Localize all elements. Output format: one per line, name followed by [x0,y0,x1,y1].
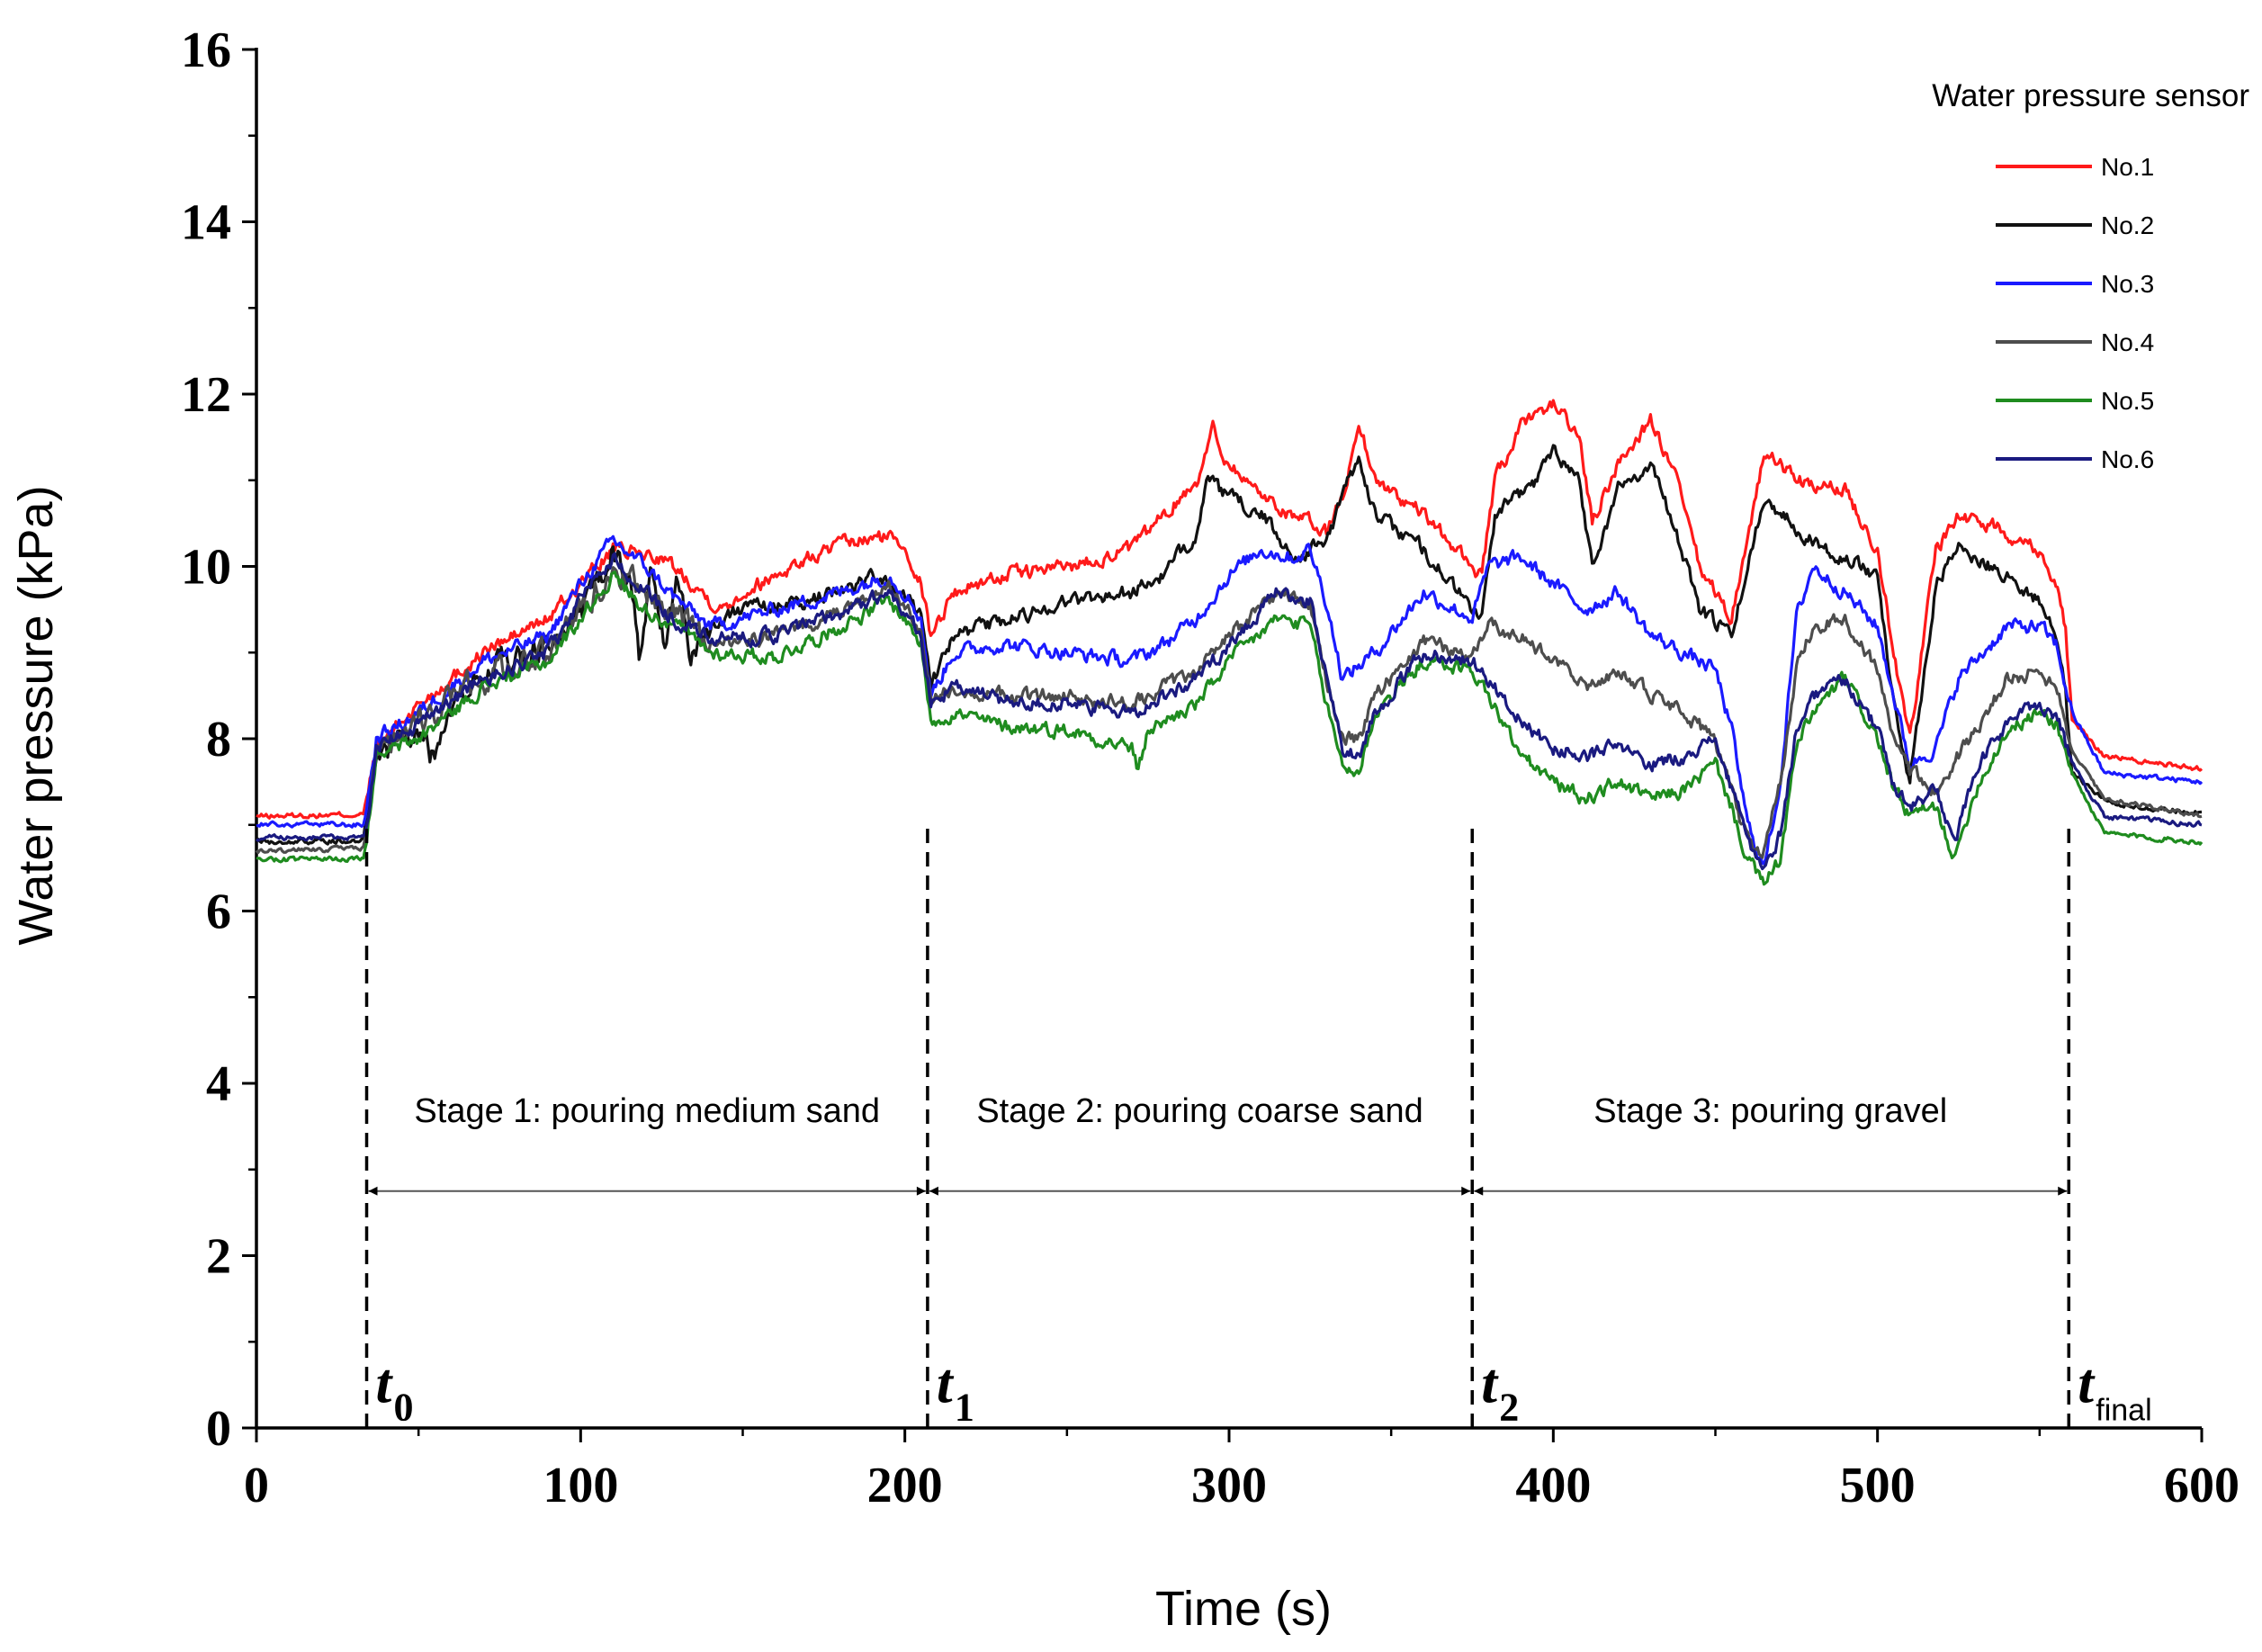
y-tick-label: 6 [206,884,231,940]
legend-label-no5: No.5 [2101,387,2154,415]
x-tick-label: 0 [244,1458,269,1513]
y-tick-label: 8 [206,712,231,768]
series-layer [255,399,2204,886]
legend-label-no2: No.2 [2101,211,2154,239]
marker-sub-t2: 2 [1499,1385,1519,1429]
marker-sub-t0: 0 [394,1385,414,1429]
legend-label-no4: No.4 [2101,328,2154,356]
x-tick-label: 200 [867,1458,943,1513]
series-line-no5 [256,570,2204,886]
y-tick-label: 4 [206,1056,231,1112]
marker-label-tfinal: t [2078,1351,2096,1414]
x-tick-label: 500 [1840,1458,1916,1513]
marker-label-t0: t [376,1351,394,1414]
y-tick-label: 14 [181,195,231,251]
y-tick-label: 12 [181,367,231,423]
y-axis-title: Water pressure (kPa) [9,485,63,945]
legend-label-no3: No.3 [2101,270,2154,298]
marker-label-t1: t [937,1351,955,1414]
x-tick-label: 300 [1191,1458,1267,1513]
series-line-no6 [256,552,2203,871]
y-tick-label: 10 [181,540,231,596]
x-tick-label: 100 [543,1458,618,1513]
legend-label-no6: No.6 [2101,445,2154,473]
stage-label-1: Stage 1: pouring medium sand [414,1092,880,1130]
y-tick-label: 16 [181,22,231,78]
x-tick-label: 600 [2164,1458,2240,1513]
marker-label-t2: t [1481,1351,1499,1414]
x-axis-title: Time (s) [1155,1582,1332,1636]
y-tick-label: 2 [206,1229,231,1285]
x-tick-label: 400 [1515,1458,1591,1513]
stage-label-3: Stage 3: pouring gravel [1593,1092,1947,1130]
series-line-no3 [256,534,2204,866]
y-tick-label: 0 [206,1401,231,1457]
legend: Water pressure sensor No.1 No.2 No.3 No.4 No… [1932,78,2249,473]
marker-sub-tfinal: final [2096,1393,2151,1427]
stage-label-2: Stage 2: pouring coarse sand [976,1092,1423,1130]
series-line-no4 [255,563,2203,859]
series-line-no1 [256,399,2204,820]
legend-title: Water pressure sensor [1932,78,2249,113]
marker-sub-t1: 1 [955,1385,974,1429]
legend-label-no1: No.1 [2101,153,2154,181]
